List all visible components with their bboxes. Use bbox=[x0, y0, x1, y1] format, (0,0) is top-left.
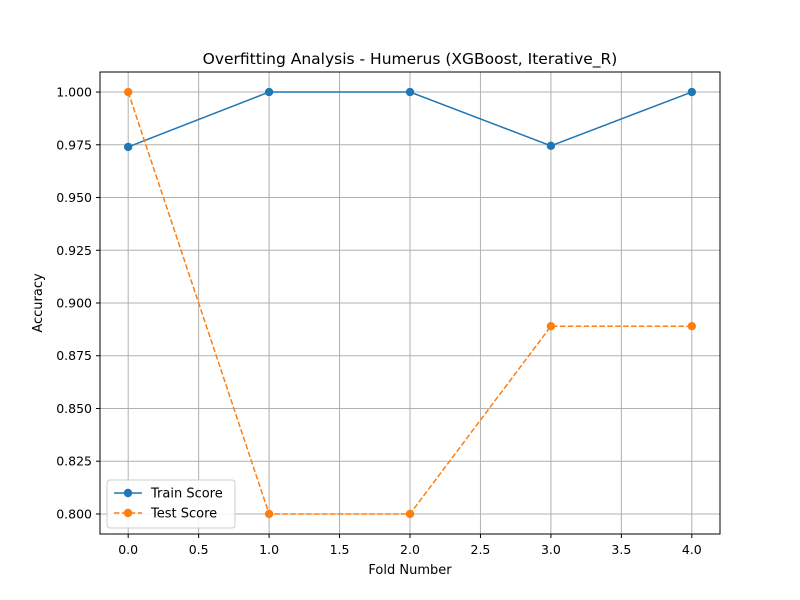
x-axis-label: Fold Number bbox=[368, 563, 452, 578]
y-tick-label: 1.000 bbox=[56, 85, 92, 100]
data-point-test-score bbox=[264, 509, 274, 519]
y-tick-label: 0.975 bbox=[56, 137, 92, 152]
legend-label-train-score: Train Score bbox=[150, 487, 223, 502]
series-layer bbox=[123, 87, 697, 519]
x-tick-label: 3.0 bbox=[541, 542, 561, 557]
y-axis-label: Accuracy bbox=[31, 273, 46, 333]
data-point-test-score bbox=[405, 509, 415, 519]
ticks: 0.0 0.5 1.0 1.5 2.0 2.5 3.0 3.5 4.0 0.800 0.825 0.8… bbox=[56, 85, 702, 557]
series-test-score bbox=[123, 87, 697, 519]
y-tick-label: 0.800 bbox=[56, 506, 92, 521]
x-tick-label: 2.5 bbox=[471, 542, 491, 557]
y-tick-label: 0.825 bbox=[56, 454, 92, 469]
x-tick-label: 2.0 bbox=[400, 542, 420, 557]
data-point-test-score bbox=[546, 322, 556, 331]
y-tick-label: 0.850 bbox=[56, 401, 92, 416]
data-point-train-score bbox=[687, 87, 697, 97]
data-point-train-score bbox=[546, 141, 556, 151]
series-train-score bbox=[123, 87, 697, 152]
y-tick-label: 0.875 bbox=[56, 348, 92, 363]
x-tick-label: 3.5 bbox=[611, 542, 631, 557]
legend: Train Score Test Score bbox=[106, 479, 236, 529]
legend-label-test-score: Test Score bbox=[150, 507, 217, 522]
legend-item-train-score: Train Score bbox=[114, 487, 223, 502]
legend-marker-train-score bbox=[123, 488, 133, 498]
y-tick-label: 0.925 bbox=[56, 243, 92, 258]
y-tick-label: 0.950 bbox=[56, 190, 92, 205]
chart-title: Overfitting Analysis - Humerus (XGBoost,… bbox=[203, 50, 618, 69]
x-tick-label: 1.5 bbox=[330, 542, 350, 557]
legend-box bbox=[106, 479, 236, 529]
x-tick-label: 1.0 bbox=[259, 542, 279, 557]
data-point-test-score bbox=[123, 87, 133, 97]
data-point-train-score bbox=[264, 87, 274, 97]
legend-item-test-score: Test Score bbox=[114, 507, 217, 522]
x-tick-label: 4.0 bbox=[682, 542, 702, 557]
data-point-train-score bbox=[123, 142, 133, 152]
x-tick-label: 0.0 bbox=[118, 542, 138, 557]
legend-marker-test-score bbox=[123, 508, 133, 518]
x-tick-label: 0.5 bbox=[189, 542, 209, 557]
data-point-train-score bbox=[405, 87, 415, 97]
data-point-test-score bbox=[687, 322, 697, 331]
y-tick-label: 0.900 bbox=[56, 296, 92, 311]
